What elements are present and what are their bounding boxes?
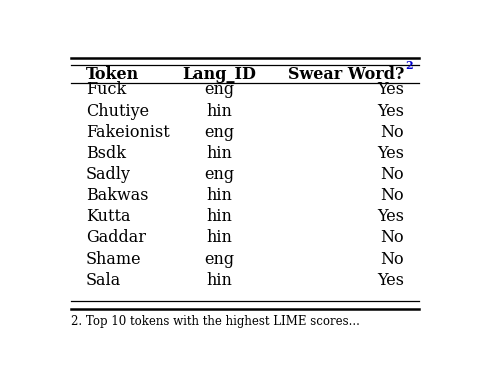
Text: Yes: Yes	[377, 272, 404, 289]
Text: hin: hin	[206, 229, 232, 246]
Text: Bakwas: Bakwas	[86, 187, 148, 204]
Text: Token: Token	[86, 65, 139, 83]
Text: hin: hin	[206, 145, 232, 162]
Text: hin: hin	[206, 272, 232, 289]
Text: No: No	[380, 229, 404, 246]
Text: Bsdk: Bsdk	[86, 145, 126, 162]
Text: eng: eng	[204, 82, 234, 99]
Text: No: No	[380, 124, 404, 141]
Text: No: No	[380, 187, 404, 204]
Text: hin: hin	[206, 103, 232, 120]
Text: No: No	[380, 166, 404, 183]
Text: Yes: Yes	[377, 82, 404, 99]
Text: Chutiye: Chutiye	[86, 103, 149, 120]
Text: Yes: Yes	[377, 145, 404, 162]
Text: Lang_ID: Lang_ID	[182, 65, 256, 83]
Text: hin: hin	[206, 208, 232, 225]
Text: No: No	[380, 250, 404, 268]
Text: eng: eng	[204, 124, 234, 141]
Text: Swear Word?: Swear Word?	[288, 65, 404, 83]
Text: Shame: Shame	[86, 250, 141, 268]
Text: Gaddar: Gaddar	[86, 229, 146, 246]
Text: eng: eng	[204, 250, 234, 268]
Text: Fakeionist: Fakeionist	[86, 124, 169, 141]
Text: Yes: Yes	[377, 208, 404, 225]
Text: Fuck: Fuck	[86, 82, 126, 99]
Text: 2: 2	[405, 60, 413, 71]
Text: Sadly: Sadly	[86, 166, 130, 183]
Text: Sala: Sala	[86, 272, 121, 289]
Text: Kutta: Kutta	[86, 208, 130, 225]
Text: eng: eng	[204, 166, 234, 183]
Text: Yes: Yes	[377, 103, 404, 120]
Text: 2. Top 10 tokens with the highest LIME scores...: 2. Top 10 tokens with the highest LIME s…	[71, 315, 360, 328]
Text: hin: hin	[206, 187, 232, 204]
